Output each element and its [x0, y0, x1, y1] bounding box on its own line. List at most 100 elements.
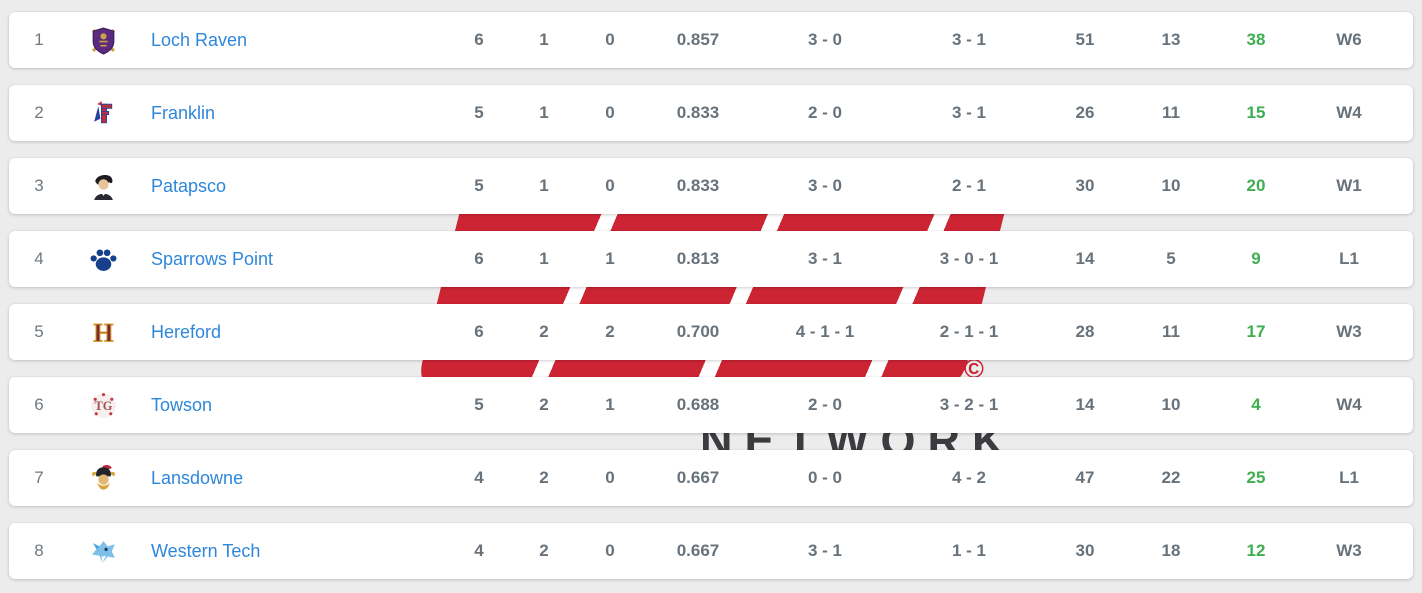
wins: 6 — [474, 30, 484, 49]
wins: 6 — [474, 249, 484, 268]
away-record: 3 - 1 — [951, 103, 987, 122]
home-record: 3 - 1 — [807, 249, 843, 268]
losses: 2 — [539, 468, 549, 487]
points-against: 13 — [1161, 30, 1181, 49]
wins: 6 — [474, 322, 484, 341]
svg-text:TG: TG — [94, 399, 112, 413]
team-link[interactable]: Loch Raven — [151, 29, 248, 50]
win-pct: 0.700 — [676, 322, 720, 341]
watermark-copyright: © — [964, 354, 984, 384]
win-pct: 0.857 — [676, 30, 720, 49]
home-record: 3 - 0 — [807, 30, 843, 49]
rank: 3 — [34, 176, 44, 195]
losses: 1 — [539, 103, 549, 122]
hereford-h-logo-icon[interactable]: H — [61, 318, 145, 347]
losses: 2 — [539, 395, 549, 414]
points-for: 47 — [1075, 468, 1095, 487]
team-link[interactable]: Sparrows Point — [151, 248, 274, 269]
win-pct: 0.667 — [676, 541, 720, 560]
points-against: 10 — [1161, 176, 1181, 195]
streak: L1 — [1339, 249, 1359, 268]
rank: 6 — [34, 395, 44, 414]
patapsco-logo-icon[interactable] — [61, 172, 145, 201]
point-diff: 20 — [1246, 176, 1266, 195]
win-pct: 0.833 — [676, 103, 720, 122]
streak: W4 — [1336, 103, 1362, 122]
points-against: 5 — [1166, 249, 1176, 268]
points-against: 22 — [1161, 468, 1181, 487]
streak: W6 — [1336, 30, 1362, 49]
table-row: 5 H Hereford 6 2 2 0.700 4 - 1 - 1 2 - 1… — [9, 304, 1413, 360]
rank: 7 — [34, 468, 44, 487]
team-link[interactable]: Franklin — [151, 102, 216, 123]
wins: 4 — [474, 541, 484, 560]
loch-raven-logo-icon[interactable] — [61, 26, 145, 55]
sparrows-point-paw-logo-icon[interactable] — [61, 245, 145, 274]
point-diff: 4 — [1251, 395, 1261, 414]
towson-monogram-logo-icon[interactable]: TG — [61, 391, 145, 420]
points-for: 30 — [1075, 176, 1095, 195]
streak: W1 — [1336, 176, 1362, 195]
table-row: 8 Western Tech 4 2 0 0.667 3 - 1 1 - 1 3… — [9, 523, 1413, 579]
western-tech-wolverine-logo-icon[interactable] — [61, 537, 145, 566]
point-diff: 17 — [1246, 322, 1266, 341]
ties: 0 — [605, 541, 615, 560]
points-for: 14 — [1075, 395, 1095, 414]
wins: 5 — [474, 395, 484, 414]
home-record: 3 - 0 — [807, 176, 843, 195]
home-record: 4 - 1 - 1 — [795, 322, 855, 341]
away-record: 1 - 1 — [951, 541, 987, 560]
team-link[interactable]: Towson — [151, 394, 213, 415]
table-row: 1 Loch Raven 6 1 0 0.857 3 - 0 3 - 1 51 … — [9, 12, 1413, 68]
points-for: 14 — [1075, 249, 1095, 268]
points-against: 11 — [1162, 322, 1180, 341]
ties: 2 — [605, 322, 615, 341]
table-row: 4 Sparrows Point 6 1 1 0.813 3 - 1 3 - 0… — [9, 231, 1413, 287]
ties: 0 — [605, 176, 615, 195]
win-pct: 0.833 — [676, 176, 720, 195]
away-record: 3 - 2 - 1 — [939, 395, 999, 414]
win-pct: 0.667 — [676, 468, 720, 487]
ties: 1 — [605, 249, 615, 268]
point-diff: 12 — [1246, 541, 1266, 560]
point-diff: 15 — [1246, 103, 1266, 122]
point-diff: 25 — [1246, 468, 1266, 487]
team-link[interactable]: Western Tech — [151, 540, 261, 561]
losses: 1 — [539, 249, 549, 268]
rank: 5 — [34, 322, 44, 341]
home-record: 2 - 0 — [807, 395, 843, 414]
table-row: 7 Lansdowne 4 2 0 0.667 0 - 0 4 - 2 47 2… — [9, 450, 1413, 506]
streak: W4 — [1336, 395, 1362, 414]
standings-list: 1 Loch Raven 6 1 0 0.857 3 - 0 3 - 1 5 1 … — [9, 12, 1413, 579]
points-for: 51 — [1075, 30, 1095, 49]
points-against: 11 — [1162, 103, 1180, 122]
ties: 0 — [605, 30, 615, 49]
away-record: 2 - 1 — [951, 176, 987, 195]
losses: 1 — [539, 30, 549, 49]
team-link[interactable]: Hereford — [151, 321, 222, 342]
franklin-logo-icon[interactable] — [61, 99, 145, 128]
win-pct: 0.813 — [676, 249, 720, 268]
rank: 4 — [34, 249, 44, 268]
points-against: 18 — [1161, 541, 1181, 560]
away-record: 4 - 2 — [951, 468, 987, 487]
point-diff: 9 — [1251, 249, 1261, 268]
streak: W3 — [1336, 541, 1362, 560]
table-row: 6 TG Towson 5 2 1 0.688 2 - 0 3 - 2 - 1 … — [9, 377, 1413, 433]
wins: 5 — [474, 103, 484, 122]
wins: 5 — [474, 176, 484, 195]
win-pct: 0.688 — [676, 395, 720, 414]
table-row: 2 Franklin 5 1 0 0.833 2 - 0 3 - 1 26 11… — [9, 85, 1413, 141]
rank: 2 — [34, 103, 44, 122]
home-record: 0 - 0 — [807, 468, 843, 487]
team-link[interactable]: Patapsco — [151, 175, 227, 196]
point-diff: 38 — [1246, 30, 1266, 49]
away-record: 3 - 1 — [951, 30, 987, 49]
away-record: 3 - 0 - 1 — [939, 249, 999, 268]
points-for: 26 — [1075, 103, 1095, 122]
lansdowne-viking-logo-icon[interactable] — [61, 464, 145, 493]
team-link[interactable]: Lansdowne — [151, 467, 244, 488]
wins: 4 — [474, 468, 484, 487]
losses: 2 — [539, 541, 549, 560]
